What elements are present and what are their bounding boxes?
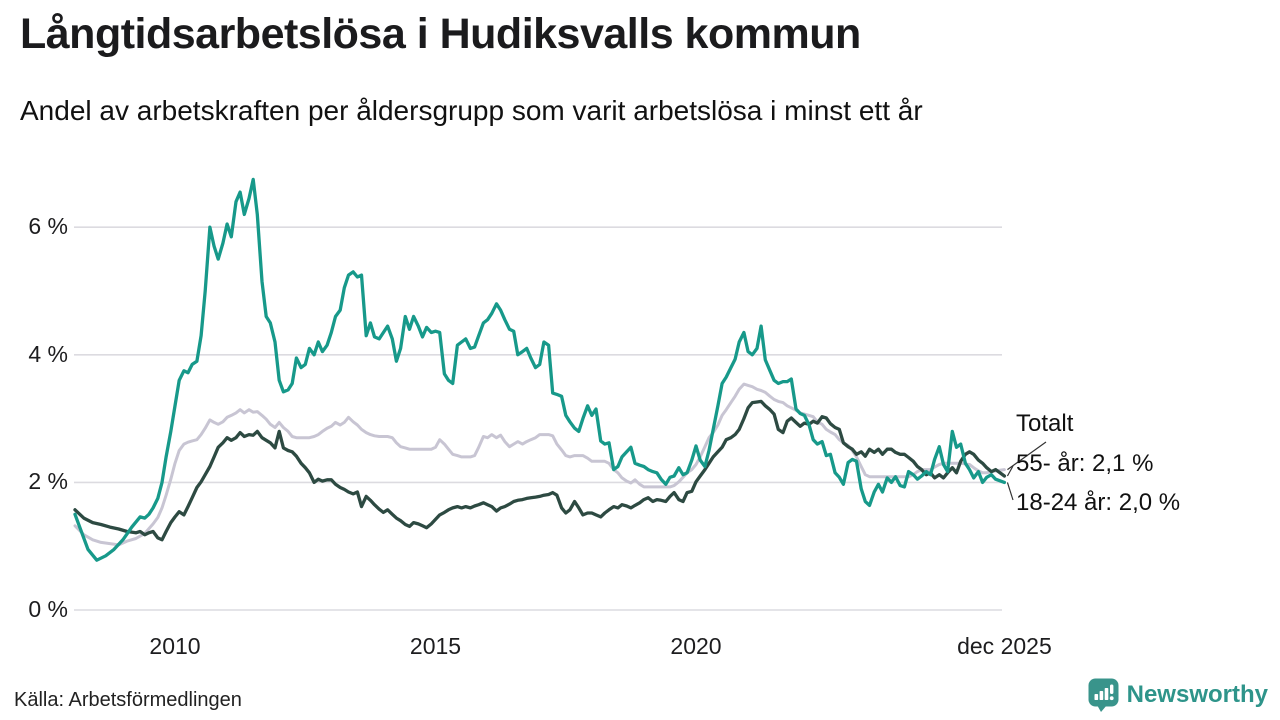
page-title: Långtidsarbetslösa i Hudiksvalls kommun (20, 10, 861, 58)
annotation-leader-lines (1006, 441, 1047, 501)
series-label-totalt: Totalt (1016, 410, 1074, 437)
series-lines (73, 177, 1007, 562)
series-label-55: 55- år: 2,1 % (1016, 450, 1154, 477)
y-tick-6: 6 % (28, 213, 68, 240)
x-tick-dec-2025: dec 2025 (957, 633, 1052, 659)
x-tick-2020: 2020 (670, 633, 722, 659)
y-tick-0: 0 % (28, 596, 68, 622)
newsworthy-bubble-chart-icon (1088, 678, 1119, 712)
x-tick-2010: 2010 (149, 633, 201, 659)
y-tick-2: 2 % (28, 468, 68, 495)
gridlines (74, 226, 1002, 611)
y-tick-4: 4 % (28, 340, 68, 367)
page-subtitle: Andel av arbetskraften per åldersgrupp s… (20, 95, 923, 126)
series-label-18-24: 18-24 år: 2,0 % (1016, 489, 1181, 516)
brand-logo: Newsworthy (1088, 678, 1268, 712)
x-tick-2015: 2015 (409, 633, 462, 659)
brand-name: Newsworthy (1126, 681, 1268, 708)
source-note: Källa: Arbetsförmedlingen (14, 689, 242, 711)
